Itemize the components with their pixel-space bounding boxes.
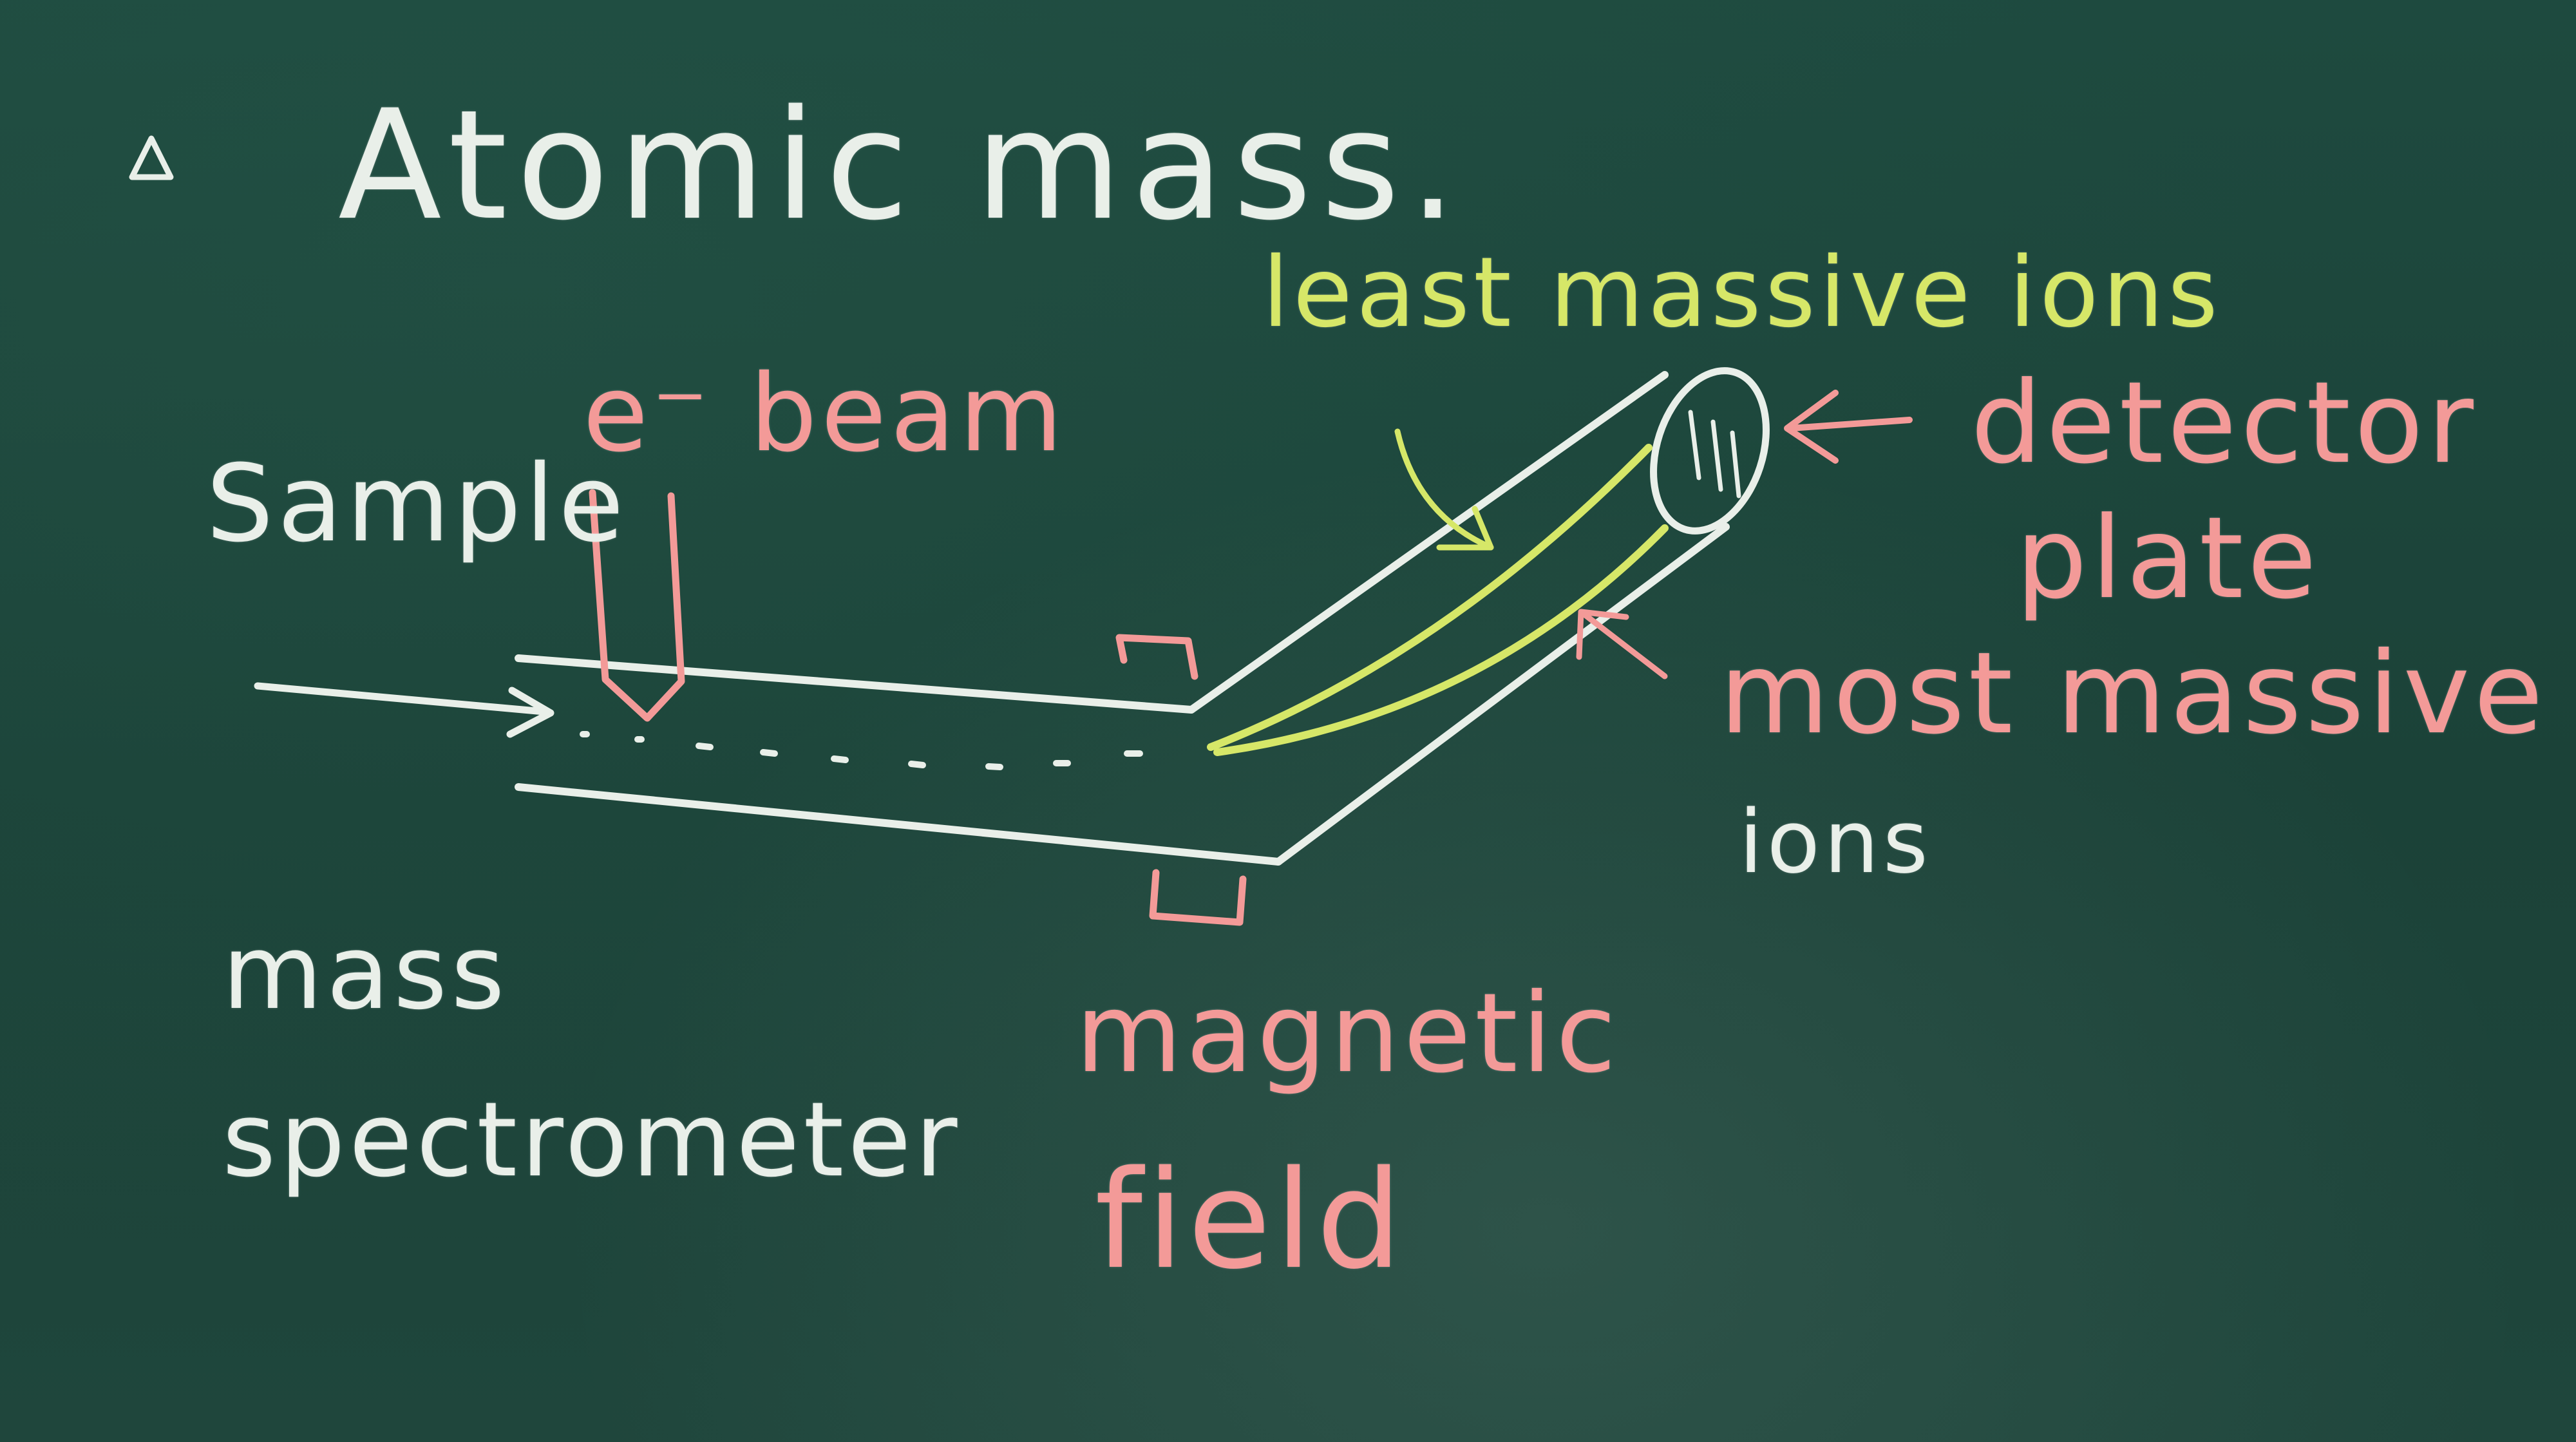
arm-lower-wall <box>1274 523 1730 866</box>
arm-upper-wall <box>1188 371 1669 714</box>
detector-hatching <box>1688 410 1741 498</box>
label-most-massive-ions: ions <box>1739 792 1932 893</box>
heading-title: Atomic mass. <box>338 78 1466 254</box>
magnet-bottom <box>1149 869 1247 926</box>
trajectory-least-massive <box>1207 444 1653 751</box>
label-magnetic: magnetic <box>1075 970 1620 1097</box>
trajectory-most-massive <box>1213 524 1669 756</box>
detector-pointer-head <box>1784 390 1839 464</box>
detector-pointer <box>1787 417 1913 432</box>
most-massive-pointer <box>1578 609 1668 679</box>
least-massive-pointer <box>1394 428 1494 551</box>
label-spectrometer: spectrometer <box>222 1079 961 1200</box>
label-electron-beam: e⁻ beam <box>583 352 1067 475</box>
label-least-massive-ions: least massive ions <box>1262 237 2222 349</box>
label-most-massive: most massive <box>1719 629 2547 759</box>
magnet-top <box>1115 634 1198 680</box>
bullet-triangle-icon <box>129 135 174 180</box>
label-detector: detector <box>1971 358 2477 489</box>
label-mass: mass <box>222 912 509 1032</box>
detector-plate <box>1650 367 1770 535</box>
least-massive-pointer-head <box>1436 506 1494 551</box>
most-massive-pointer-head <box>1576 609 1629 660</box>
label-sample: Sample <box>206 442 628 565</box>
tube-lower-wall <box>515 783 1282 866</box>
label-field: field <box>1095 1141 1406 1299</box>
ion-path-dots <box>580 731 1143 770</box>
electron-beam-gun <box>589 489 685 722</box>
label-detector-plate: plate <box>2016 493 2321 624</box>
sample-arrowhead <box>506 687 554 738</box>
tube-upper-wall <box>515 654 1195 714</box>
sample-arrow <box>254 682 548 716</box>
